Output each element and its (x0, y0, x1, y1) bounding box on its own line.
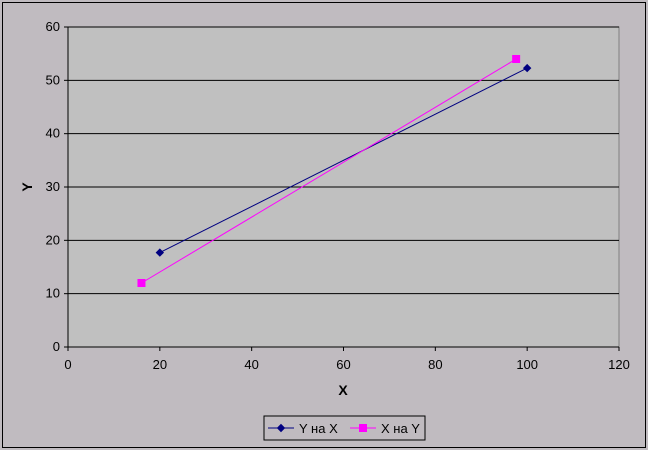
data-point (155, 248, 165, 257)
series-line (141, 58, 517, 284)
y-tick-label: 30 (46, 179, 60, 194)
data-point (512, 55, 521, 63)
legend-label: X на Y (381, 421, 420, 436)
y-tick-label: 60 (46, 19, 60, 34)
series-1 (155, 63, 532, 257)
x-tick-label: 120 (608, 357, 630, 372)
series-2 (137, 55, 521, 287)
data-point (522, 63, 532, 73)
x-axis-ticks: 0 20 40 60 80 100 120 (64, 347, 630, 372)
x-tick-label: 100 (516, 357, 538, 372)
y-axis-ticks: 0 10 20 30 40 50 60 (46, 19, 68, 354)
legend: Y на X X на Y (263, 415, 426, 441)
x-axis-title: X (338, 382, 348, 398)
legend-marker (359, 424, 367, 432)
grid-lines (68, 26, 619, 295)
x-tick-label: 80 (428, 357, 442, 372)
y-tick-label: 0 (53, 339, 60, 354)
x-tick-label: 20 (153, 357, 167, 372)
legend-label: Y на X (299, 421, 338, 436)
legend-items: Y на X X на Y (268, 421, 420, 436)
y-tick-label: 50 (46, 72, 60, 87)
y-tick-label: 20 (46, 232, 60, 247)
x-tick-label: 40 (244, 357, 258, 372)
x-tick-label: 60 (336, 357, 350, 372)
series-line (159, 67, 528, 254)
data-point (137, 279, 146, 287)
legend-marker (276, 423, 286, 433)
series-group (137, 55, 532, 287)
x-tick-label: 0 (64, 357, 71, 372)
y-tick-label: 10 (46, 286, 60, 301)
y-axis-title: Y (19, 182, 35, 192)
y-tick-label: 40 (46, 126, 60, 141)
